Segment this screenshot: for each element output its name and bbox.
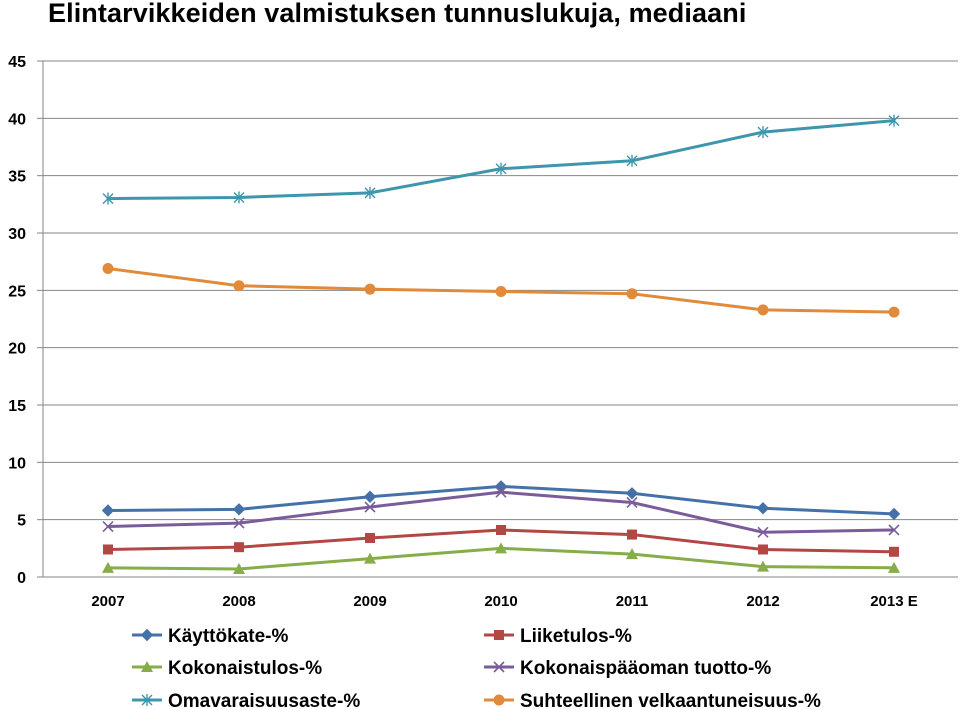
- legend-label: Kokonaistulos-%: [168, 658, 322, 679]
- legend-item: Omavaraisuusaste-%: [132, 691, 360, 709]
- data-point: [496, 524, 506, 535]
- data-point: [757, 304, 769, 316]
- legend: Käyttökate-% Liiketulos-% Kokonaistulos-% K…: [132, 626, 821, 709]
- data-point: [626, 288, 638, 300]
- series-1: [101, 480, 901, 521]
- series-5: [102, 114, 900, 205]
- data-point: [626, 154, 638, 167]
- data-point: [626, 496, 638, 509]
- axes: 0 5 10 15 20 25 30 35 40 45 2007 2008 2009 2010 2011 20…: [8, 54, 958, 610]
- data-point: [495, 542, 507, 554]
- legend-item: Suhteellinen velkaantuneisuus-%: [484, 691, 821, 709]
- legend-item: Käyttökate-%: [132, 626, 288, 647]
- x-tick-label: 2013 E: [870, 593, 918, 610]
- x-tick-label: 2012: [746, 593, 779, 610]
- data-point: [888, 114, 900, 127]
- gridlines: [43, 60, 958, 521]
- data-point: [102, 561, 114, 573]
- data-point: [364, 186, 376, 199]
- data-point: [756, 501, 770, 515]
- y-tick-label: 25: [8, 283, 26, 300]
- legend-item: Liiketulos-%: [484, 626, 632, 647]
- x-tick-label: 2010: [484, 593, 517, 610]
- data-point: [102, 192, 114, 205]
- x-tick-label: 2009: [353, 593, 386, 610]
- data-point: [758, 544, 768, 555]
- data-point: [495, 486, 507, 498]
- y-tick-label: 5: [17, 513, 26, 530]
- data-point: [364, 501, 376, 513]
- data-point: [140, 628, 154, 642]
- y-tick-label: 40: [8, 111, 26, 128]
- data-point: [233, 517, 245, 529]
- y-tick-label: 0: [17, 570, 26, 587]
- data-point: [493, 661, 505, 673]
- x-tick-label: 2011: [616, 593, 649, 610]
- legend-label: Liiketulos-%: [520, 626, 632, 647]
- data-point: [363, 490, 377, 503]
- data-point: [757, 126, 769, 139]
- data-point: [627, 529, 637, 540]
- data-point: [888, 306, 900, 318]
- y-tick-label: 30: [8, 226, 26, 243]
- y-tick-label: 20: [8, 341, 26, 358]
- legend-label: Omavaraisuusaste-%: [168, 691, 360, 709]
- data-point: [495, 162, 507, 175]
- chart-title: Elintarvikkeiden valmistuksen tunnusluku…: [48, 0, 747, 28]
- y-tick-label: 10: [8, 455, 26, 472]
- data-point: [757, 560, 769, 572]
- data-point: [364, 283, 376, 295]
- data-point: [233, 280, 245, 292]
- y-tick-label: 15: [8, 398, 26, 415]
- data-point: [494, 480, 508, 493]
- legend-label: Käyttökate-%: [168, 626, 288, 647]
- data-point: [233, 191, 245, 204]
- data-point: [234, 542, 244, 553]
- data-point: [888, 561, 900, 573]
- data-point: [889, 546, 899, 557]
- x-tick-label: 2007: [91, 593, 124, 610]
- legend-item: Kokonaistulos-%: [132, 658, 322, 679]
- plot-area: [101, 114, 901, 574]
- data-point: [102, 263, 114, 275]
- series-6: [102, 263, 900, 318]
- data-point: [495, 285, 507, 297]
- data-point: [233, 562, 245, 574]
- y-tick-label: 35: [8, 169, 26, 186]
- data-point: [757, 526, 769, 538]
- series-2: [103, 524, 899, 557]
- data-point: [887, 507, 901, 521]
- data-point: [101, 504, 115, 517]
- x-tick-label: 2008: [222, 593, 255, 610]
- series-4: [102, 486, 900, 538]
- data-point: [232, 503, 246, 516]
- legend-item: Kokonaispääoman tuotto-%: [484, 658, 771, 679]
- data-point: [102, 520, 114, 533]
- data-point: [141, 661, 153, 672]
- data-point: [888, 524, 900, 536]
- y-tick-label: 45: [8, 54, 26, 71]
- data-point: [141, 694, 153, 706]
- legend-label: Kokonaispääoman tuotto-%: [520, 658, 771, 679]
- legend-label: Suhteellinen velkaantuneisuus-%: [520, 691, 821, 709]
- data-point: [493, 694, 505, 706]
- data-point: [365, 533, 375, 544]
- data-point: [625, 487, 639, 500]
- data-point: [364, 552, 376, 564]
- series-3: [102, 542, 900, 574]
- data-point: [626, 548, 638, 560]
- data-point: [103, 544, 113, 555]
- series-line: [106, 119, 896, 201]
- data-point: [494, 630, 504, 640]
